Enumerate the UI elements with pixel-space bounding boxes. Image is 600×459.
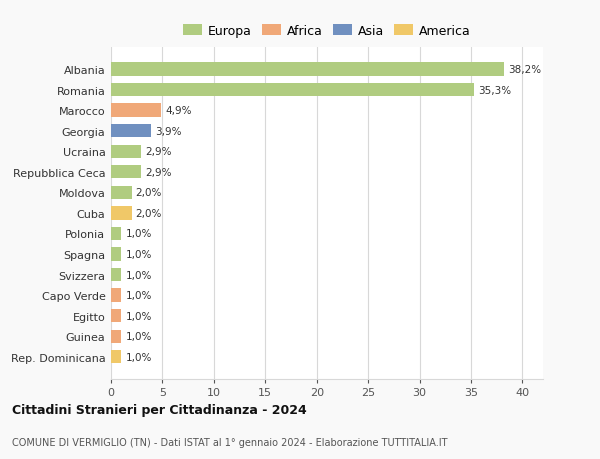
- Bar: [111, 186, 131, 200]
- Text: 1,0%: 1,0%: [125, 311, 152, 321]
- Text: 2,9%: 2,9%: [145, 147, 172, 157]
- Bar: [111, 84, 474, 97]
- Bar: [111, 309, 121, 323]
- Bar: [111, 166, 141, 179]
- Text: 1,0%: 1,0%: [125, 291, 152, 301]
- Text: 1,0%: 1,0%: [125, 270, 152, 280]
- Bar: [111, 207, 131, 220]
- Bar: [111, 104, 161, 118]
- Bar: [111, 289, 121, 302]
- Text: Cittadini Stranieri per Cittadinanza - 2024: Cittadini Stranieri per Cittadinanza - 2…: [12, 403, 307, 416]
- Legend: Europa, Africa, Asia, America: Europa, Africa, Asia, America: [179, 22, 475, 42]
- Text: 2,0%: 2,0%: [136, 188, 162, 198]
- Bar: [111, 63, 504, 77]
- Bar: [111, 330, 121, 343]
- Text: 2,9%: 2,9%: [145, 168, 172, 178]
- Bar: [111, 125, 151, 138]
- Bar: [111, 269, 121, 282]
- Text: 35,3%: 35,3%: [478, 85, 511, 95]
- Bar: [111, 145, 141, 158]
- Text: 3,9%: 3,9%: [155, 126, 182, 136]
- Bar: [111, 350, 121, 364]
- Text: 2,0%: 2,0%: [136, 208, 162, 218]
- Bar: [111, 227, 121, 241]
- Text: 4,9%: 4,9%: [166, 106, 192, 116]
- Text: 38,2%: 38,2%: [508, 65, 541, 75]
- Bar: [111, 248, 121, 261]
- Text: 1,0%: 1,0%: [125, 249, 152, 259]
- Text: 1,0%: 1,0%: [125, 229, 152, 239]
- Text: 1,0%: 1,0%: [125, 331, 152, 341]
- Text: COMUNE DI VERMIGLIO (TN) - Dati ISTAT al 1° gennaio 2024 - Elaborazione TUTTITAL: COMUNE DI VERMIGLIO (TN) - Dati ISTAT al…: [12, 437, 448, 447]
- Text: 1,0%: 1,0%: [125, 352, 152, 362]
